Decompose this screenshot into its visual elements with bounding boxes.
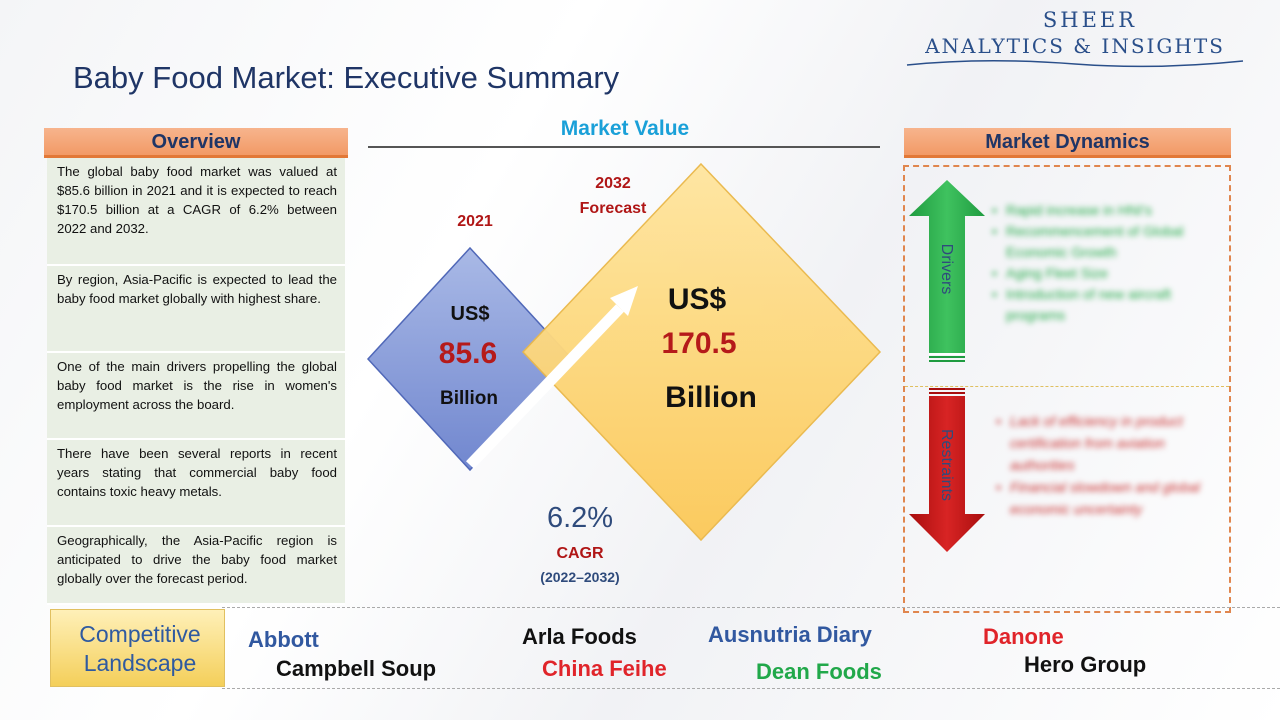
restraints-list: Lack of efficiency in product certificat… bbox=[994, 410, 1209, 520]
dynamics-divider bbox=[905, 386, 1229, 387]
cagr-label: CAGR bbox=[556, 545, 604, 562]
driver-item: Aging Fleet Size bbox=[990, 263, 1215, 284]
overview-item: Geographically, the Asia-Pacific region … bbox=[47, 527, 345, 605]
brand-logo-line1: SHEER bbox=[1042, 8, 1138, 32]
overview-item: One of the main drivers propelling the g… bbox=[47, 353, 345, 440]
restraints-arrow-icon bbox=[909, 388, 985, 552]
company-abbott: Abbott bbox=[248, 627, 319, 652]
overview-header: Overview bbox=[44, 128, 348, 158]
company-campbell-soup: Campbell Soup bbox=[276, 656, 437, 681]
landscape-divider-top bbox=[222, 607, 1280, 608]
driver-item: Rapid increase in HNI's bbox=[990, 200, 1215, 221]
drivers-list: Rapid increase in HNI's Recommencement o… bbox=[990, 200, 1215, 326]
overview-item: By region, Asia-Pacific is expected to l… bbox=[47, 266, 345, 353]
cagr-value: 6.2% bbox=[546, 502, 614, 534]
landscape-divider-bottom bbox=[222, 688, 1280, 689]
driver-item: Introduction of new aircraft programs bbox=[990, 284, 1215, 326]
value-2032-currency: US$ bbox=[667, 283, 727, 316]
value-2021-amount: 85.6 bbox=[438, 337, 498, 370]
value-2021-currency: US$ bbox=[450, 303, 490, 325]
market-value-title: Market Value bbox=[560, 117, 690, 140]
restraint-item: Lack of efficiency in product certificat… bbox=[994, 410, 1209, 476]
value-2032-unit: Billion bbox=[665, 381, 757, 414]
drivers-arrow-icon bbox=[909, 180, 985, 362]
company-ausnutria-diary: Ausnutria Diary bbox=[708, 622, 872, 647]
cagr-period: (2022–2032) bbox=[540, 569, 620, 585]
brand-swoosh-icon bbox=[906, 59, 1244, 68]
market-dynamics-panel bbox=[903, 165, 1231, 613]
overview-item: The global baby food market was valued a… bbox=[47, 158, 345, 266]
company-arla-foods: Arla Foods bbox=[522, 624, 637, 649]
label-line: Landscape bbox=[83, 650, 197, 676]
competitive-landscape-label: Competitive Landscape bbox=[51, 620, 229, 678]
value-2032-amount: 170.5 bbox=[661, 327, 737, 360]
year-2021-label: 2021 bbox=[457, 213, 493, 230]
market-value-divider bbox=[368, 146, 880, 148]
driver-item: Recommencement of Global Economic Growth bbox=[990, 221, 1215, 263]
value-2021-unit: Billion bbox=[439, 388, 499, 409]
year-2032-label: 2032 Forecast bbox=[560, 171, 666, 221]
label-line: Competitive bbox=[79, 621, 201, 647]
competitive-landscape-box: Competitive Landscape bbox=[50, 609, 225, 687]
company-danone: Danone bbox=[983, 624, 1064, 649]
page-title: Baby Food Market: Executive Summary bbox=[73, 60, 620, 95]
company-china-feihe: China Feihe bbox=[542, 656, 667, 681]
overview-item: There have been several reports in recen… bbox=[47, 440, 345, 527]
restraint-item: Financial slowdown and global economic u… bbox=[994, 476, 1209, 520]
company-dean-foods: Dean Foods bbox=[756, 659, 882, 684]
growth-arrow-icon bbox=[466, 286, 638, 469]
market-dynamics-header: Market Dynamics bbox=[904, 128, 1231, 158]
drivers-label: Drivers bbox=[938, 243, 955, 295]
forecast-year: 2032 bbox=[595, 175, 631, 192]
brand-logo-line2: ANALYTICS & INSIGHTS bbox=[925, 34, 1225, 58]
diamond-2032-shape bbox=[521, 162, 882, 542]
forecast-tag: Forecast bbox=[579, 200, 647, 217]
restraints-label: Restraints bbox=[938, 428, 955, 502]
company-hero-group: Hero Group bbox=[1024, 652, 1147, 677]
overview-list: The global baby food market was valued a… bbox=[47, 158, 345, 605]
